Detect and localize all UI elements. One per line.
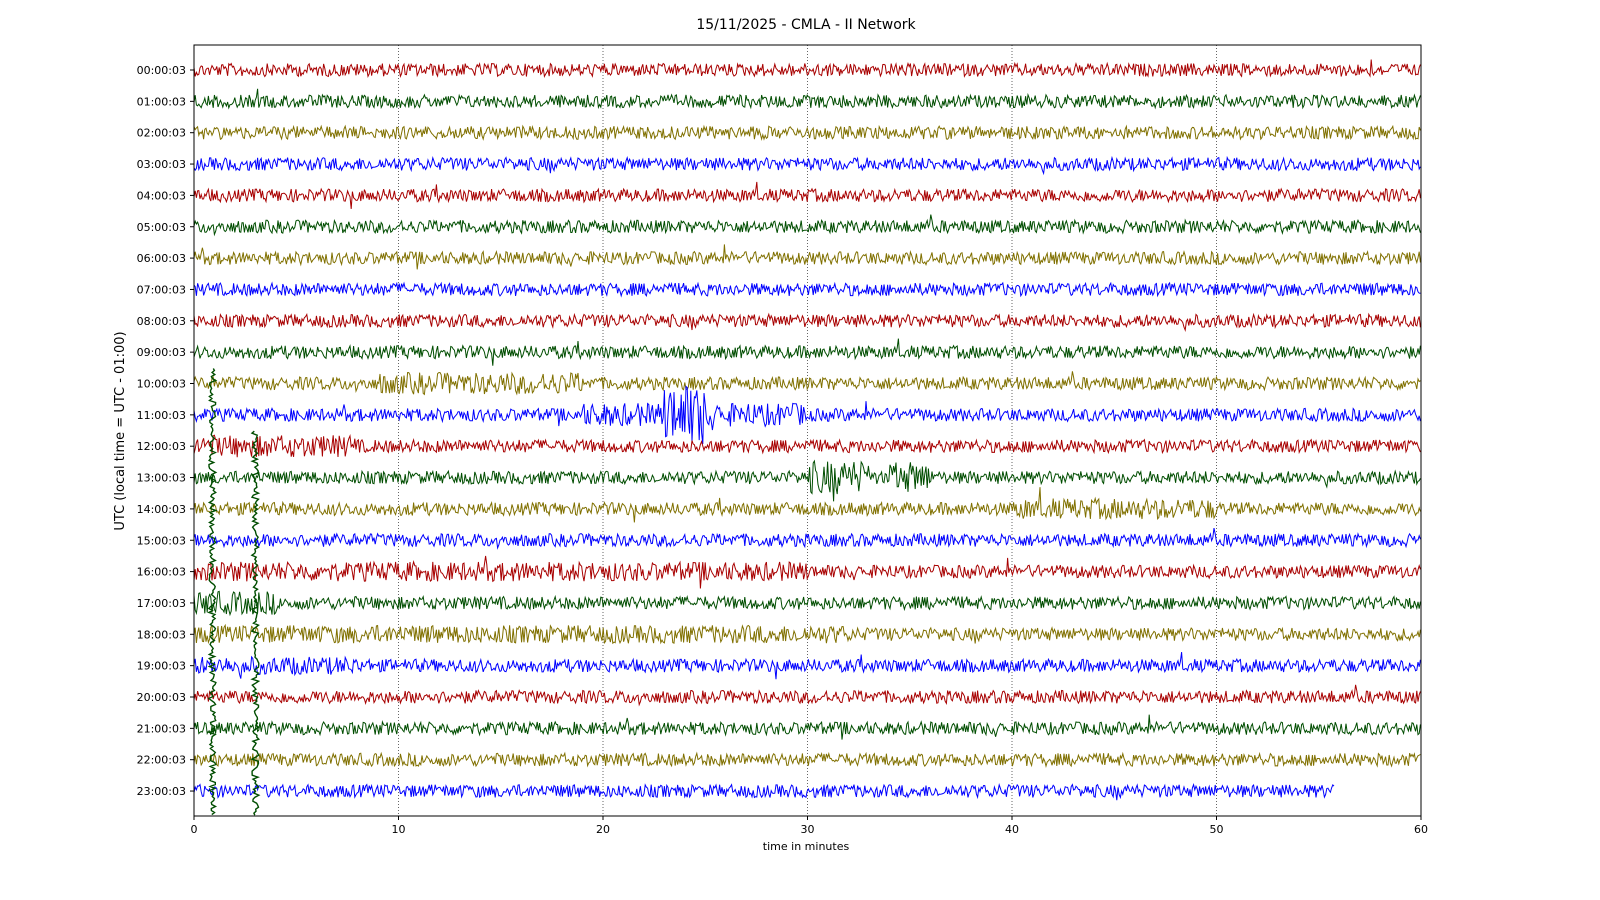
trace-row-10 bbox=[193, 371, 1421, 396]
x-tick-label: 40 bbox=[1005, 823, 1019, 836]
y-tick-label: 18:00:03 bbox=[137, 628, 186, 641]
x-axis-label: time in minutes bbox=[763, 840, 850, 853]
trace-row-2 bbox=[193, 124, 1421, 141]
x-gridlines bbox=[398, 45, 1217, 816]
y-tick-label: 17:00:03 bbox=[137, 597, 186, 610]
x-tick-label: 30 bbox=[801, 823, 815, 836]
y-tick-label: 23:00:03 bbox=[137, 785, 186, 798]
trace-row-19 bbox=[193, 652, 1421, 680]
y-tick-label: 12:00:03 bbox=[137, 440, 186, 453]
y-axis-label: UTC (local time = UTC - 01:00) bbox=[113, 331, 128, 530]
trace-row-21 bbox=[193, 714, 1421, 740]
y-tick-label: 16:00:03 bbox=[137, 566, 186, 579]
trace-row-17 bbox=[193, 590, 1421, 617]
chart-title: 15/11/2025 - CMLA - II Network bbox=[696, 17, 916, 33]
trace-row-1 bbox=[193, 88, 1421, 110]
trace-row-13 bbox=[193, 459, 1421, 502]
x-tick-label: 50 bbox=[1210, 823, 1224, 836]
trace-row-23 bbox=[193, 782, 1335, 801]
seismic-traces bbox=[193, 59, 1421, 816]
trace-row-22 bbox=[193, 751, 1421, 769]
trace-row-15 bbox=[193, 527, 1421, 550]
y-tick-label: 01:00:03 bbox=[137, 95, 186, 108]
y-tick-label: 22:00:03 bbox=[137, 754, 186, 767]
y-tick-label: 14:00:03 bbox=[137, 503, 186, 516]
trace-row-11 bbox=[193, 385, 1421, 445]
y-tick-label: 06:00:03 bbox=[137, 252, 186, 265]
trace-row-18 bbox=[193, 623, 1421, 645]
event-spike-0 bbox=[207, 368, 218, 816]
trace-row-0 bbox=[193, 59, 1421, 79]
y-tick-label: 08:00:03 bbox=[137, 315, 186, 328]
x-tick-label: 10 bbox=[392, 823, 406, 836]
y-tick-label: 03:00:03 bbox=[137, 158, 186, 171]
trace-row-14 bbox=[193, 487, 1421, 523]
x-tick-label: 20 bbox=[596, 823, 610, 836]
event-spike-1 bbox=[250, 430, 261, 816]
y-tick-label: 09:00:03 bbox=[137, 346, 186, 359]
y-tick-label: 13:00:03 bbox=[137, 472, 186, 485]
trace-row-20 bbox=[193, 684, 1421, 707]
trace-row-16 bbox=[193, 555, 1421, 589]
y-ticks: 00:00:03 01:00:03 02:00:03 03:00:03 04:00:03… bbox=[137, 64, 194, 798]
y-tick-label: 00:00:03 bbox=[137, 64, 186, 77]
y-tick-label: 19:00:03 bbox=[137, 660, 186, 673]
x-tick-label: 0 bbox=[191, 823, 198, 836]
trace-row-9 bbox=[193, 338, 1421, 366]
y-tick-label: 07:00:03 bbox=[137, 283, 186, 296]
trace-row-5 bbox=[193, 214, 1421, 237]
trace-row-7 bbox=[193, 281, 1421, 298]
x-ticks: 0 10 20 30 40 50 60 bbox=[191, 816, 1428, 836]
trace-row-3 bbox=[193, 155, 1421, 176]
y-tick-label: 04:00:03 bbox=[137, 189, 186, 202]
y-tick-label: 15:00:03 bbox=[137, 534, 186, 547]
y-tick-label: 05:00:03 bbox=[137, 221, 186, 234]
y-tick-label: 21:00:03 bbox=[137, 722, 186, 735]
y-tick-label: 02:00:03 bbox=[137, 127, 186, 140]
x-tick-label: 60 bbox=[1414, 823, 1428, 836]
trace-row-6 bbox=[193, 244, 1421, 270]
y-tick-label: 20:00:03 bbox=[137, 691, 186, 704]
y-tick-label: 10:00:03 bbox=[137, 378, 186, 391]
y-tick-label: 11:00:03 bbox=[137, 409, 186, 422]
trace-row-4 bbox=[193, 181, 1421, 209]
trace-row-8 bbox=[193, 312, 1421, 333]
trace-row-12 bbox=[193, 433, 1421, 458]
